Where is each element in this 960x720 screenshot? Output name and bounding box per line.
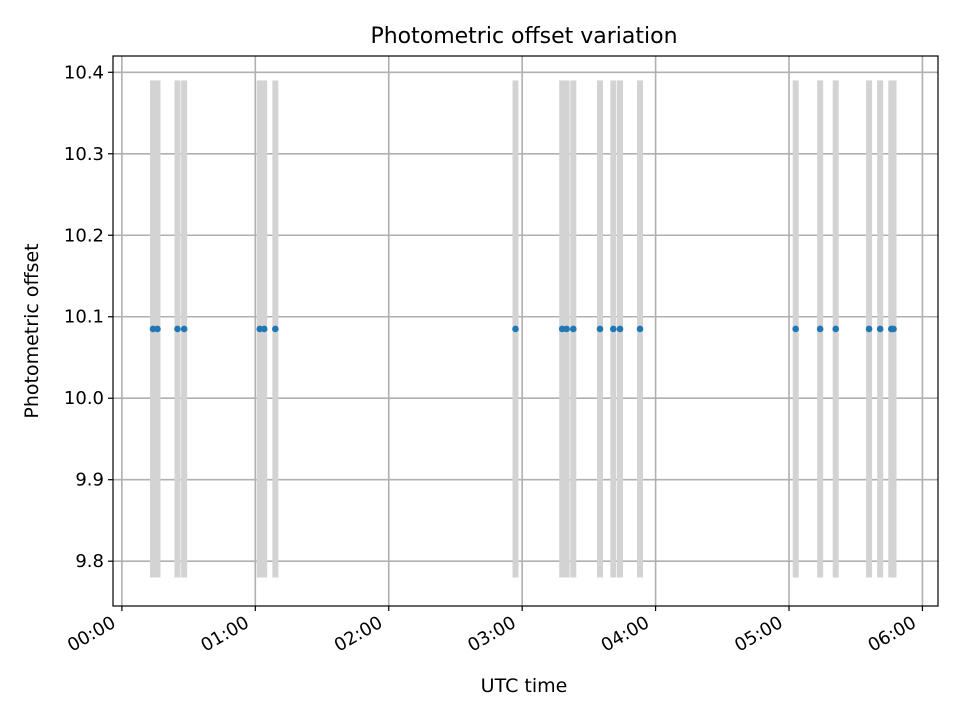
grid — [113, 56, 938, 606]
data-point — [570, 325, 577, 333]
y-tick-label: 10.1 — [64, 307, 104, 328]
data-point — [563, 325, 570, 333]
x-tick-label: 04:00 — [598, 612, 653, 656]
data-point — [792, 325, 799, 333]
data-point — [610, 325, 617, 333]
y-tick-label: 10.4 — [64, 62, 104, 83]
y-tick-label: 10.3 — [64, 144, 104, 165]
y-tick-label: 10.0 — [64, 388, 104, 409]
data-point — [180, 325, 188, 333]
x-axis-label: UTC time — [481, 675, 568, 697]
data-point — [616, 325, 624, 333]
y-axis-ticks: 9.8 9.9 10.0 10.1 10.2 10.3 10.4 — [64, 62, 113, 572]
data-point — [890, 325, 897, 333]
x-tick-label: 02:00 — [331, 612, 386, 656]
y-axis-label: Photometric offset — [21, 243, 43, 418]
y-tick-label: 10.2 — [64, 225, 104, 246]
data-point — [154, 325, 161, 333]
data-point — [865, 325, 873, 333]
data-points — [149, 325, 897, 333]
data-point — [272, 325, 279, 333]
data-point — [636, 325, 644, 333]
data-point — [876, 325, 884, 333]
data-point — [816, 325, 824, 333]
x-tick-label: 01:00 — [197, 612, 252, 656]
chart-title: Photometric offset variation — [370, 24, 677, 49]
x-tick-label: 03:00 — [464, 612, 519, 656]
y-tick-label: 9.8 — [75, 551, 104, 572]
x-tick-label: 05:00 — [731, 612, 786, 656]
data-point — [596, 325, 604, 333]
data-point — [174, 325, 181, 333]
x-tick-label: 00:00 — [64, 612, 119, 656]
x-tick-label: 06:00 — [865, 612, 920, 656]
data-point — [260, 325, 268, 333]
x-axis-ticks: 00:00 01:00 02:00 03:00 04:00 05:00 06:00 — [64, 606, 924, 656]
data-point — [512, 325, 519, 333]
y-tick-label: 9.9 — [75, 470, 104, 491]
data-point — [832, 325, 840, 333]
plot-frame — [112, 55, 939, 607]
